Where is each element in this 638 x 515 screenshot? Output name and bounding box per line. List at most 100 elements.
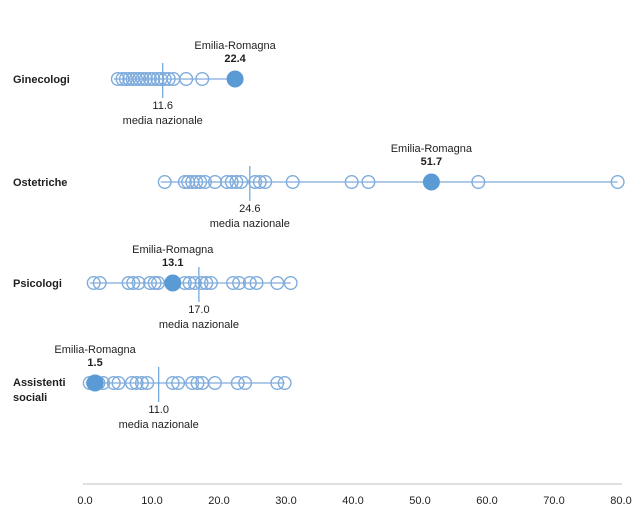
data-point-open xyxy=(126,276,141,291)
mean-caption-label: media nazionale xyxy=(159,319,239,331)
data-point-open xyxy=(230,376,245,391)
data-point-open xyxy=(199,276,214,291)
data-point-open xyxy=(270,276,285,291)
x-axis-tick-label: 10.0 xyxy=(141,495,162,507)
data-point-open xyxy=(128,71,143,86)
data-point-open xyxy=(277,376,292,391)
data-point-open xyxy=(187,276,202,291)
row-label: sociali xyxy=(13,392,47,404)
highlight-value-label: 22.4 xyxy=(224,53,246,65)
x-axis-tick-label: 30.0 xyxy=(275,495,296,507)
highlight-value-label: 51.7 xyxy=(421,156,442,168)
data-point-open xyxy=(165,376,180,391)
data-point-open xyxy=(146,71,161,86)
mean-value-label: 11.0 xyxy=(148,404,169,416)
data-point-open xyxy=(106,376,121,391)
data-point-open xyxy=(194,276,209,291)
mean-value-label: 17.0 xyxy=(188,304,209,316)
data-point-open xyxy=(189,174,204,189)
data-point-open xyxy=(471,174,486,189)
data-point-open xyxy=(171,376,186,391)
data-point-open xyxy=(161,71,176,86)
data-point-open xyxy=(242,276,257,291)
data-point-open xyxy=(92,276,107,291)
data-point-open xyxy=(115,71,130,86)
data-point-open xyxy=(226,276,241,291)
data-point-highlight xyxy=(226,70,244,88)
x-axis-tick-label: 40.0 xyxy=(342,495,363,507)
data-point-open xyxy=(138,71,153,86)
data-point-open xyxy=(252,174,267,189)
data-point-open xyxy=(140,376,155,391)
data-point-open xyxy=(234,174,249,189)
x-axis-tick-label: 60.0 xyxy=(476,495,497,507)
x-axis-tick-label: 0.0 xyxy=(77,495,92,507)
data-point-open xyxy=(121,276,136,291)
data-point-open xyxy=(118,71,133,86)
data-point-open xyxy=(229,174,244,189)
data-point-open xyxy=(344,174,359,189)
data-point-open xyxy=(195,71,210,86)
data-point-open xyxy=(142,71,157,86)
data-point-open xyxy=(129,376,144,391)
data-point-open xyxy=(111,376,126,391)
data-point-open xyxy=(203,276,218,291)
mean-caption-label: media nazionale xyxy=(119,419,199,431)
data-point-open xyxy=(190,376,205,391)
x-axis-tick-label: 80.0 xyxy=(610,495,631,507)
highlight-value-label: 13.1 xyxy=(162,257,183,269)
data-point-open xyxy=(142,276,157,291)
data-point-open xyxy=(177,174,192,189)
highlight-name-label: Emilia-Romagna xyxy=(391,143,473,155)
data-point-open xyxy=(157,174,172,189)
data-point-open xyxy=(131,276,146,291)
data-point-open xyxy=(124,376,139,391)
data-point-open xyxy=(179,71,194,86)
row-label: Psicologi xyxy=(13,278,62,290)
highlight-name-label: Emilia-Romagna xyxy=(54,344,136,356)
data-point-open xyxy=(220,174,235,189)
x-axis-tick-label: 50.0 xyxy=(409,495,430,507)
data-point-open xyxy=(283,276,298,291)
data-point-open xyxy=(270,376,285,391)
data-point-open xyxy=(232,276,247,291)
data-point-open xyxy=(197,174,212,189)
data-point-open xyxy=(207,376,222,391)
data-point-open xyxy=(193,174,208,189)
highlight-name-label: Emilia-Romagna xyxy=(194,40,276,52)
highlight-value-label: 1.5 xyxy=(87,357,102,369)
data-point-open xyxy=(147,276,162,291)
data-point-open xyxy=(134,376,149,391)
row-label: Ginecologi xyxy=(13,74,70,86)
data-point-highlight xyxy=(422,173,440,191)
data-point-open xyxy=(150,71,165,86)
mean-value-label: 24.6 xyxy=(239,203,260,215)
data-point-open xyxy=(249,276,264,291)
data-point-open xyxy=(132,71,147,86)
row-label: Ostetriche xyxy=(13,177,67,189)
data-point-open xyxy=(238,376,253,391)
x-axis-tick-label: 70.0 xyxy=(543,495,564,507)
data-point-open xyxy=(110,71,125,86)
mean-value-label: 11.6 xyxy=(152,100,173,112)
data-point-open xyxy=(185,376,200,391)
highlight-name-label: Emilia-Romagna xyxy=(132,244,214,256)
data-point-open xyxy=(224,174,239,189)
data-point-open xyxy=(285,174,300,189)
data-point-open xyxy=(361,174,376,189)
data-point-highlight xyxy=(164,274,182,292)
x-axis-tick-label: 20.0 xyxy=(208,495,229,507)
data-point-open xyxy=(122,71,137,86)
data-point-open xyxy=(258,174,273,189)
row-label: Assistenti xyxy=(13,377,66,389)
data-point-open xyxy=(248,174,263,189)
mean-caption-label: media nazionale xyxy=(123,115,203,127)
data-point-open xyxy=(157,71,172,86)
data-point-open xyxy=(135,71,150,86)
mean-caption-label: media nazionale xyxy=(210,218,290,230)
data-point-open xyxy=(610,174,625,189)
data-point-highlight xyxy=(86,374,104,392)
data-point-open xyxy=(125,71,140,86)
